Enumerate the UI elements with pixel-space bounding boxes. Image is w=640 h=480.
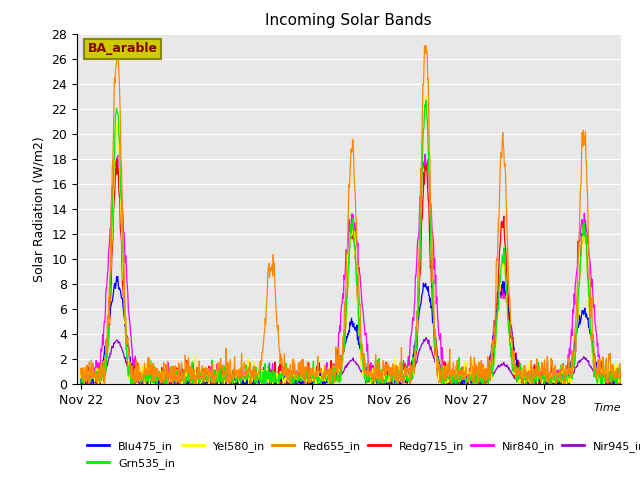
Grn535_in (127, 381, 135, 387)
Grn535_in (77, 380, 84, 385)
Grn535_in (122, 317, 129, 323)
Redg715_in (605, 381, 612, 387)
Redg715_in (113, 157, 121, 163)
Nir945_in (422, 335, 430, 340)
Line: Blu475_in: Blu475_in (81, 276, 621, 384)
Yel580_in (617, 374, 625, 380)
Red655_in (80, 381, 88, 387)
Nir840_in (607, 379, 614, 384)
Blu475_in (607, 376, 614, 382)
Blu475_in (114, 274, 122, 279)
Blu475_in (605, 373, 612, 379)
Red655_in (607, 366, 614, 372)
Yel580_in (77, 371, 84, 376)
Blu475_in (323, 379, 330, 385)
Redg715_in (77, 380, 84, 385)
Text: BA_arable: BA_arable (88, 42, 157, 55)
Red655_in (264, 264, 272, 269)
Grn535_in (264, 363, 272, 369)
Nir840_in (122, 252, 129, 258)
Nir840_in (77, 377, 84, 383)
Grn535_in (617, 372, 625, 378)
Yel580_in (364, 377, 371, 383)
Line: Redg715_in: Redg715_in (81, 160, 621, 384)
Title: Incoming Solar Bands: Incoming Solar Bands (266, 13, 432, 28)
Nir945_in (364, 377, 371, 383)
Yel580_in (322, 373, 330, 379)
Redg715_in (607, 373, 614, 379)
Nir945_in (77, 379, 84, 385)
Text: Time: Time (593, 403, 621, 413)
Red655_in (605, 359, 612, 365)
Nir840_in (264, 371, 272, 376)
Nir945_in (605, 376, 612, 382)
Legend: Blu475_in, Grn535_in, Yel580_in, Red655_in, Redg715_in, Nir840_in, Nir945_in: Blu475_in, Grn535_in, Yel580_in, Red655_… (83, 437, 640, 473)
Blu475_in (143, 381, 150, 387)
Nir840_in (421, 152, 429, 157)
Grn535_in (322, 377, 330, 383)
Yel580_in (422, 93, 429, 99)
Redg715_in (122, 346, 130, 352)
Redg715_in (265, 379, 273, 385)
Line: Nir945_in: Nir945_in (81, 337, 621, 384)
Blu475_in (617, 379, 625, 385)
Nir840_in (364, 348, 371, 354)
Blu475_in (265, 379, 273, 385)
Red655_in (364, 373, 371, 379)
Nir945_in (607, 380, 614, 385)
Blu475_in (77, 380, 84, 386)
Redg715_in (617, 376, 625, 382)
Grn535_in (607, 368, 614, 374)
Yel580_in (122, 313, 129, 319)
Nir840_in (78, 381, 86, 387)
Nir840_in (322, 369, 330, 375)
Nir945_in (322, 380, 330, 385)
Grn535_in (364, 372, 371, 377)
Blu475_in (122, 324, 129, 330)
Line: Grn535_in: Grn535_in (81, 100, 621, 384)
Redg715_in (364, 379, 371, 385)
Red655_in (420, 43, 428, 48)
Line: Yel580_in: Yel580_in (81, 96, 621, 384)
Redg715_in (92, 381, 100, 387)
Yel580_in (605, 363, 612, 369)
Red655_in (122, 315, 129, 321)
Red655_in (322, 372, 330, 378)
Red655_in (617, 379, 625, 384)
Nir945_in (264, 380, 272, 385)
Yel580_in (141, 381, 149, 387)
Grn535_in (422, 97, 430, 103)
Line: Nir840_in: Nir840_in (81, 155, 621, 384)
Nir945_in (138, 381, 146, 387)
Nir840_in (605, 376, 612, 382)
Blu475_in (364, 371, 371, 376)
Yel580_in (264, 379, 272, 384)
Line: Red655_in: Red655_in (81, 46, 621, 384)
Y-axis label: Solar Radiation (W/m2): Solar Radiation (W/m2) (33, 136, 45, 282)
Redg715_in (323, 377, 330, 383)
Nir945_in (617, 380, 625, 385)
Grn535_in (605, 374, 612, 380)
Nir945_in (122, 355, 129, 360)
Nir840_in (617, 367, 625, 372)
Yel580_in (607, 375, 614, 381)
Red655_in (77, 366, 84, 372)
